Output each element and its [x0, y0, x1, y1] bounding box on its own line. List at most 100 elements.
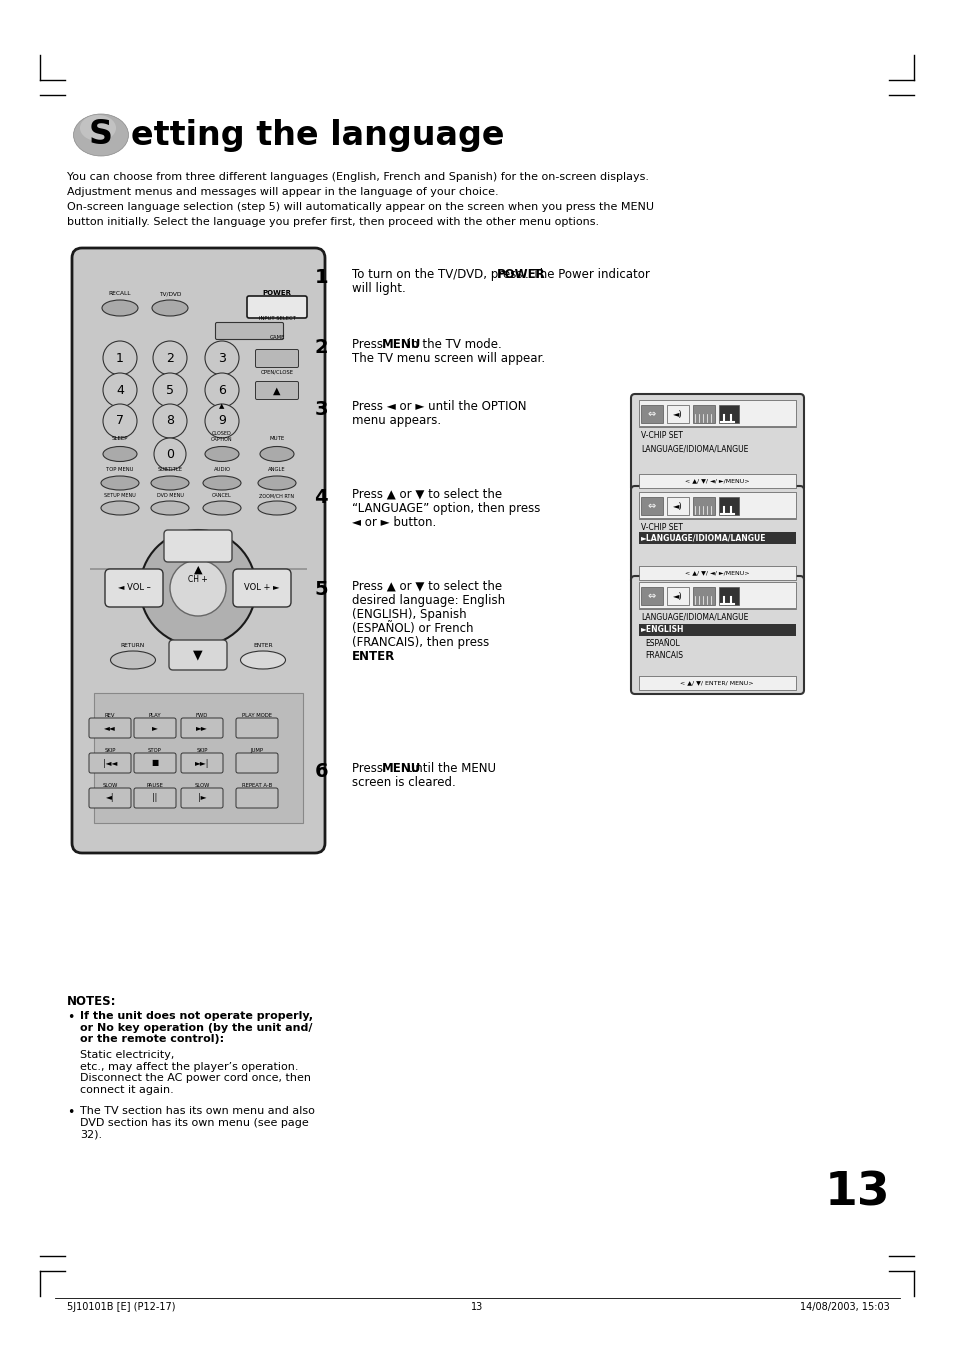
FancyBboxPatch shape — [666, 497, 688, 515]
Text: “LANGUAGE” option, then press: “LANGUAGE” option, then press — [352, 503, 539, 515]
Text: SETUP MENU: SETUP MENU — [104, 493, 135, 499]
Text: If the unit does not operate properly,
or No key operation (by the unit and/
or : If the unit does not operate properly, o… — [80, 1011, 313, 1044]
FancyBboxPatch shape — [105, 569, 163, 607]
Text: ▲: ▲ — [219, 403, 225, 409]
Text: REV: REV — [105, 713, 115, 717]
Text: .: . — [379, 650, 383, 663]
Text: FWD: FWD — [195, 713, 208, 717]
Bar — [639, 676, 795, 690]
Text: ◄|: ◄| — [106, 793, 114, 802]
FancyBboxPatch shape — [235, 788, 277, 808]
Ellipse shape — [73, 113, 129, 155]
Text: ESPAÑOL: ESPAÑOL — [644, 639, 679, 647]
Text: GAME: GAME — [269, 335, 284, 340]
Text: desired language: English: desired language: English — [352, 594, 504, 607]
FancyBboxPatch shape — [181, 788, 223, 808]
FancyBboxPatch shape — [181, 717, 223, 738]
Text: OPEN/CLOSE: OPEN/CLOSE — [260, 369, 294, 374]
Text: ◄): ◄) — [673, 592, 682, 600]
Circle shape — [103, 404, 137, 438]
Ellipse shape — [111, 651, 155, 669]
Circle shape — [103, 373, 137, 407]
Ellipse shape — [151, 476, 189, 490]
FancyBboxPatch shape — [133, 753, 175, 773]
Text: S: S — [89, 119, 112, 151]
FancyBboxPatch shape — [666, 586, 688, 605]
Text: < ▲/ ▼/ ◄/ ►/MENU>: < ▲/ ▼/ ◄/ ►/MENU> — [684, 570, 748, 576]
Text: 5: 5 — [314, 580, 328, 598]
Circle shape — [205, 404, 239, 438]
Text: ◄): ◄) — [673, 501, 682, 511]
Text: screen is cleared.: screen is cleared. — [352, 775, 456, 789]
Text: ◄): ◄) — [673, 409, 682, 419]
Ellipse shape — [101, 501, 139, 515]
Text: TOP MENU: TOP MENU — [106, 467, 133, 471]
Text: RETURN: RETURN — [121, 643, 145, 648]
FancyBboxPatch shape — [640, 586, 662, 605]
Text: ANGLE: ANGLE — [268, 467, 286, 471]
Text: ▲: ▲ — [193, 565, 202, 576]
Circle shape — [153, 438, 186, 470]
FancyBboxPatch shape — [164, 530, 232, 562]
Text: Static electricity,
etc., may affect the player’s operation.
Disconnect the AC p: Static electricity, etc., may affect the… — [80, 1050, 311, 1094]
Text: V-CHIP SET: V-CHIP SET — [640, 523, 682, 532]
Bar — [692, 586, 714, 605]
Circle shape — [152, 404, 187, 438]
FancyBboxPatch shape — [630, 486, 803, 584]
Text: Press ◄ or ► until the OPTION: Press ◄ or ► until the OPTION — [352, 400, 526, 413]
Ellipse shape — [80, 115, 116, 141]
Text: 2: 2 — [314, 338, 328, 357]
Ellipse shape — [257, 501, 295, 515]
Text: The TV section has its own menu and also
DVD section has its own menu (see page
: The TV section has its own menu and also… — [80, 1106, 314, 1139]
FancyBboxPatch shape — [133, 717, 175, 738]
Text: 3: 3 — [314, 400, 328, 419]
Bar — [639, 582, 795, 608]
Text: 0: 0 — [166, 447, 173, 461]
Text: 14/08/2003, 15:03: 14/08/2003, 15:03 — [800, 1302, 889, 1312]
Text: PLAY MODE: PLAY MODE — [242, 713, 272, 717]
Text: until the MENU: until the MENU — [404, 762, 496, 775]
Text: ⇔: ⇔ — [647, 409, 656, 419]
Text: 6: 6 — [218, 384, 226, 396]
Text: You can choose from three different languages (English, French and Spanish) for : You can choose from three different lang… — [67, 172, 648, 182]
Text: •: • — [67, 1106, 74, 1119]
Text: To turn on the TV/DVD, press: To turn on the TV/DVD, press — [352, 267, 526, 281]
Text: PLAY: PLAY — [149, 713, 161, 717]
Text: NOTES:: NOTES: — [67, 994, 116, 1008]
Text: RECALL: RECALL — [109, 290, 132, 296]
Text: menu appears.: menu appears. — [352, 413, 440, 427]
Bar — [639, 624, 795, 636]
Text: (FRANCAIS), then press: (FRANCAIS), then press — [352, 636, 489, 648]
FancyBboxPatch shape — [233, 569, 291, 607]
FancyBboxPatch shape — [235, 753, 277, 773]
FancyBboxPatch shape — [181, 753, 223, 773]
Text: CLOSED
CAPTION: CLOSED CAPTION — [211, 431, 233, 442]
Ellipse shape — [240, 651, 285, 669]
Text: ►LANGUAGE/IDIOMA/LANGUE: ►LANGUAGE/IDIOMA/LANGUE — [640, 534, 765, 543]
FancyBboxPatch shape — [666, 405, 688, 423]
Text: ||: || — [152, 793, 157, 802]
Circle shape — [170, 561, 226, 616]
Text: •: • — [67, 1011, 74, 1024]
FancyBboxPatch shape — [630, 394, 803, 492]
Ellipse shape — [102, 300, 138, 316]
Text: On-screen language selection (step 5) will automatically appear on the screen wh: On-screen language selection (step 5) wi… — [67, 203, 654, 212]
Text: ENTER: ENTER — [253, 643, 273, 648]
Text: SUBTITLE: SUBTITLE — [157, 467, 182, 471]
Text: DVD MENU: DVD MENU — [156, 493, 183, 499]
Text: ►►|: ►►| — [194, 758, 209, 767]
Circle shape — [152, 340, 187, 376]
Bar — [639, 566, 795, 580]
Text: in the TV mode.: in the TV mode. — [404, 338, 501, 351]
Text: 4: 4 — [314, 488, 328, 507]
Text: POWER: POWER — [497, 267, 545, 281]
Ellipse shape — [151, 501, 189, 515]
Bar — [692, 405, 714, 423]
Text: POWER: POWER — [262, 290, 292, 296]
FancyBboxPatch shape — [89, 717, 131, 738]
Text: 2: 2 — [166, 351, 173, 365]
FancyBboxPatch shape — [247, 296, 307, 317]
Text: 7: 7 — [116, 415, 124, 427]
FancyBboxPatch shape — [89, 788, 131, 808]
Text: REPEAT A-B: REPEAT A-B — [242, 784, 272, 788]
